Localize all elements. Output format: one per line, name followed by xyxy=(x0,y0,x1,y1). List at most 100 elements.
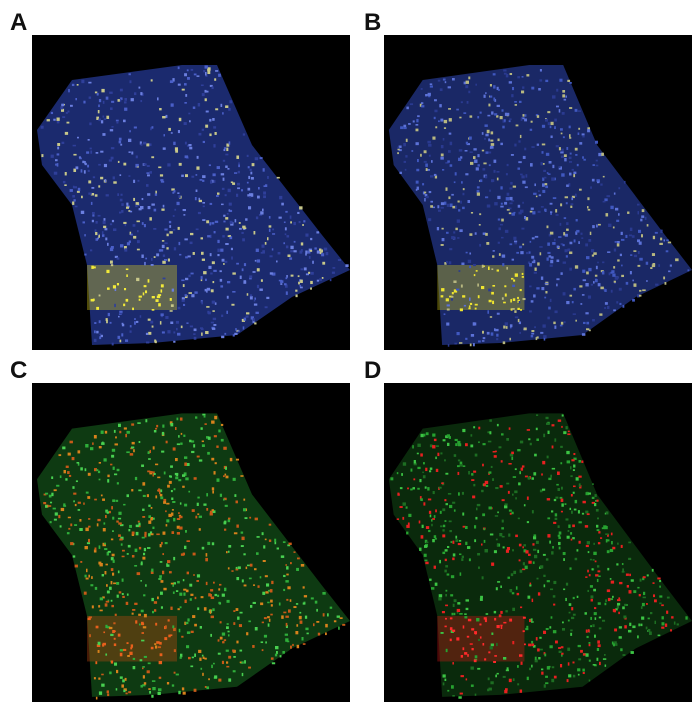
texture-dot xyxy=(184,504,187,507)
texture-dot xyxy=(186,322,188,324)
texture-dot xyxy=(229,210,232,212)
texture-dot xyxy=(112,499,115,502)
texture-dot xyxy=(455,539,458,542)
texture-dot xyxy=(184,238,187,240)
texture-dot xyxy=(138,614,141,616)
texture-dot xyxy=(477,154,479,157)
texture-dot xyxy=(543,170,546,172)
texture-dot xyxy=(603,176,605,178)
texture-dot xyxy=(515,273,518,276)
texture-dot xyxy=(478,427,480,430)
texture-dot xyxy=(217,254,219,256)
texture-dot xyxy=(169,225,171,228)
texture-dot xyxy=(88,82,91,84)
texture-dot xyxy=(231,257,233,260)
texture-dot xyxy=(570,508,572,510)
texture-dot xyxy=(103,632,105,634)
texture-dot xyxy=(403,462,406,465)
texture-dot xyxy=(70,189,73,192)
texture-dot xyxy=(522,76,524,78)
texture-dot xyxy=(425,562,428,564)
texture-dot xyxy=(589,644,591,647)
texture-dot xyxy=(465,85,468,88)
texture-dot xyxy=(138,180,140,182)
texture-dot xyxy=(555,311,558,314)
texture-dot xyxy=(508,463,511,465)
texture-dot xyxy=(564,99,566,101)
texture-dot xyxy=(450,142,453,145)
texture-dot xyxy=(440,157,443,160)
texture-dot xyxy=(310,250,312,252)
texture-dot xyxy=(266,297,269,299)
texture-dot xyxy=(305,251,307,254)
texture-dot xyxy=(563,232,565,235)
texture-dot xyxy=(545,80,548,82)
texture-dot xyxy=(196,190,198,192)
texture-dot xyxy=(148,332,151,335)
texture-dot xyxy=(183,435,185,437)
texture-dot xyxy=(565,598,567,601)
texture-dot xyxy=(462,207,465,209)
texture-dot xyxy=(471,434,473,436)
texture-dot xyxy=(512,308,515,310)
texture-dot xyxy=(447,304,450,306)
texture-dot xyxy=(41,126,44,129)
texture-dot xyxy=(583,279,586,281)
texture-dot xyxy=(140,580,142,582)
texture-dot xyxy=(580,303,582,305)
texture-dot xyxy=(476,167,479,170)
texture-dot xyxy=(197,156,199,159)
texture-dot xyxy=(481,286,484,289)
texture-dot xyxy=(264,617,267,619)
texture-dot xyxy=(454,454,456,457)
texture-dot xyxy=(283,541,286,543)
texture-dot xyxy=(472,496,475,499)
texture-dot xyxy=(659,595,662,597)
texture-dot xyxy=(487,332,490,335)
texture-dot xyxy=(492,285,495,287)
texture-dot xyxy=(506,550,509,553)
texture-dot xyxy=(234,172,237,174)
texture-dot xyxy=(161,313,164,316)
texture-dot xyxy=(512,259,514,261)
texture-dot xyxy=(494,170,496,173)
texture-dot xyxy=(206,582,208,585)
texture-dot xyxy=(271,657,274,659)
texture-dot xyxy=(227,296,229,299)
texture-dot xyxy=(109,92,112,94)
texture-dot xyxy=(147,494,149,497)
texture-dot xyxy=(515,497,517,499)
texture-dot xyxy=(521,175,524,178)
texture-dot xyxy=(465,526,468,529)
texture-dot xyxy=(582,270,585,273)
texture-dot xyxy=(531,256,534,259)
texture-dot xyxy=(587,206,589,208)
texture-dot xyxy=(192,615,195,618)
texture-dot xyxy=(593,543,595,545)
texture-dot xyxy=(207,91,209,93)
texture-dot xyxy=(267,602,269,604)
texture-dot xyxy=(106,584,108,587)
texture-dot xyxy=(557,472,560,475)
texture-dot xyxy=(519,471,521,474)
texture-dot xyxy=(265,184,267,187)
texture-dot xyxy=(129,241,131,243)
texture-dot xyxy=(304,267,307,270)
texture-dot xyxy=(207,235,210,237)
texture-dot xyxy=(200,179,203,181)
texture-dot xyxy=(588,209,591,211)
texture-dot xyxy=(125,339,128,342)
texture-dot xyxy=(585,312,588,314)
texture-dot xyxy=(97,234,99,236)
texture-dot xyxy=(293,222,296,225)
texture-dot xyxy=(216,195,219,197)
texture-dot xyxy=(520,570,523,573)
texture-dot xyxy=(110,634,113,636)
texture-dot xyxy=(137,230,139,232)
texture-dot xyxy=(57,163,59,166)
texture-dot xyxy=(467,654,469,657)
texture-dot xyxy=(576,477,579,480)
texture-dot xyxy=(538,592,540,595)
texture-dot xyxy=(220,270,222,272)
texture-dot xyxy=(648,618,650,620)
